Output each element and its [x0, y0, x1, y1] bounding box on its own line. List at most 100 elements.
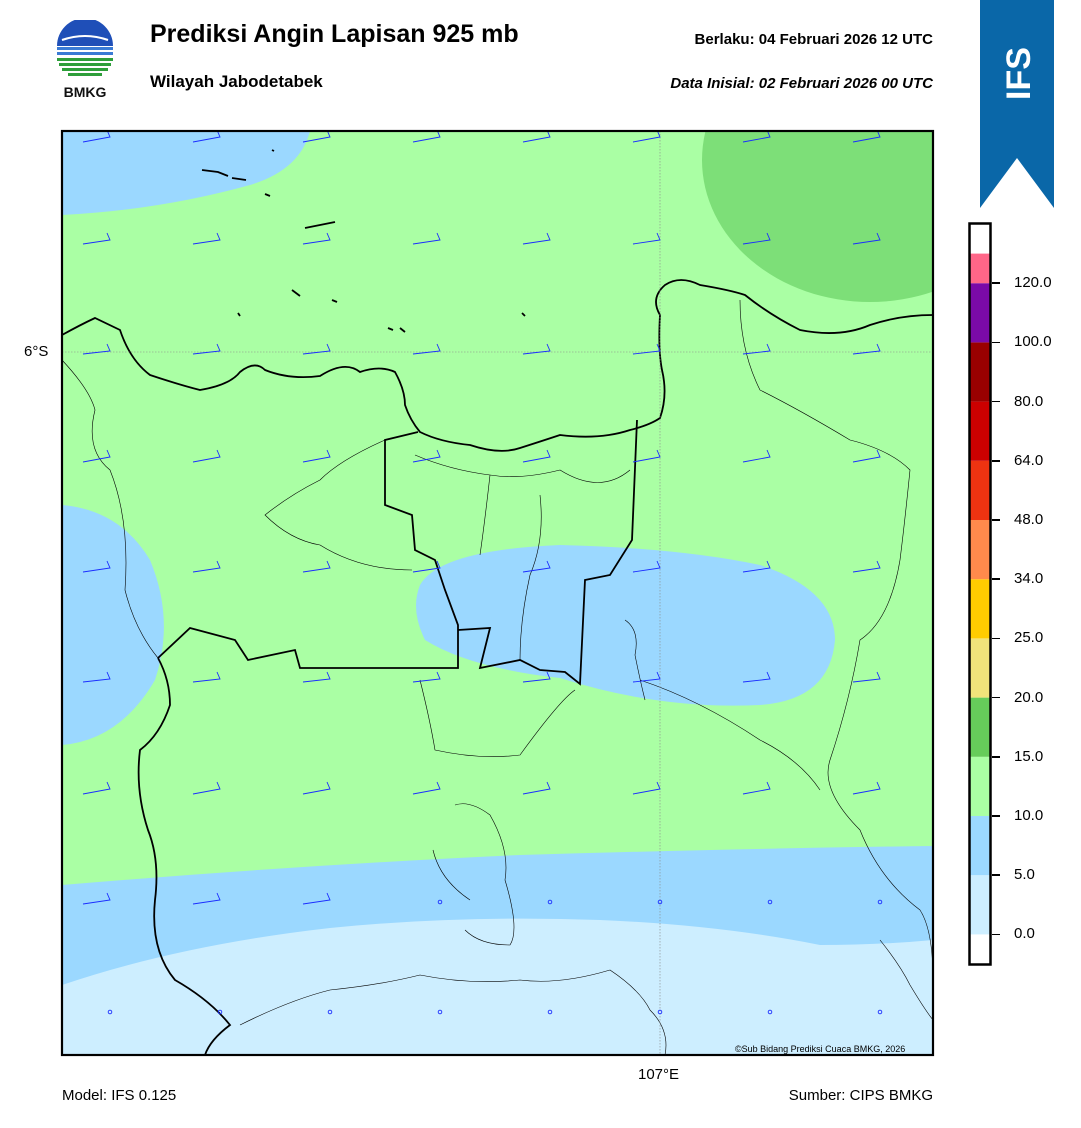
wind-barb: [302, 892, 331, 905]
calm-wind-marker: [437, 899, 443, 905]
wind-barb: [852, 343, 881, 355]
calm-wind-marker: [767, 899, 773, 905]
wind-barb: [412, 671, 441, 683]
wind-barb: [82, 671, 111, 683]
copyright-note: ©Sub Bidang Prediksi Cuaca BMKG, 2026: [735, 1044, 906, 1054]
colorbar-segment: [970, 401, 990, 461]
wind-barb: [82, 449, 111, 463]
wind-barb: [852, 449, 881, 463]
wind-barb: [852, 671, 881, 683]
wind-barb: [852, 781, 881, 795]
latitude-label: 6°S: [24, 343, 49, 360]
thousand-islands: [201, 149, 526, 333]
longitude-label: 107°E: [638, 1066, 680, 1083]
wind-barb: [742, 671, 771, 683]
wind-barb: [192, 131, 221, 143]
wind-barb: [742, 449, 771, 463]
wind-barb: [742, 131, 771, 143]
wind-barb: [632, 343, 661, 355]
wind-barb: [522, 781, 551, 795]
wind-barb: [192, 671, 221, 683]
wind-zone-5-10-west: [62, 505, 164, 745]
wind-barb: [632, 232, 661, 245]
calm-wind-marker: [327, 1009, 333, 1015]
source-info: Sumber: CIPS BMKG: [788, 1087, 933, 1104]
wind-barb: [632, 781, 661, 795]
colorbar-tick: [992, 400, 1000, 403]
colorbar-tick: [992, 460, 1000, 462]
wind-barb: [192, 781, 221, 795]
wind-barb: [302, 449, 331, 463]
wind-zone-15-20: [702, 131, 933, 302]
colorbar-tick: [992, 637, 1000, 640]
wind-zone-5-10-northwest: [62, 131, 310, 215]
regency-borders: [62, 299, 933, 1055]
colorbar-tick-label: 80.0: [1014, 392, 1044, 410]
calm-wind-marker: [217, 1009, 223, 1015]
wind-barb: [302, 131, 331, 143]
wind-barb: [522, 449, 551, 463]
colorbar-tick: [992, 282, 1000, 284]
wind-barb: [192, 892, 221, 905]
calm-wind-marker: [877, 899, 883, 905]
wind-barb: [192, 449, 221, 463]
colorbar-segment: [970, 342, 990, 402]
wind-barb: [632, 449, 661, 463]
wind-barb: [742, 781, 771, 795]
calm-wind-marker: [657, 1009, 663, 1015]
colorbar-segment: [970, 460, 990, 520]
colorbar-tick: [992, 578, 1000, 580]
colorbar-tick-label: 64.0: [1014, 451, 1044, 469]
colorbar-tick: [992, 933, 1000, 936]
colorbar-tick-label: 100.0: [1014, 333, 1052, 351]
wind-barb: [852, 131, 881, 143]
wind-barb: [82, 131, 111, 143]
bmkg-logo: BMKG: [57, 20, 113, 100]
colorbar-tick-label: 48.0: [1014, 511, 1044, 528]
colorbar-segment: [970, 934, 990, 964]
wind-barb: [82, 343, 111, 355]
colorbar-segment: [970, 520, 990, 580]
wind-barb: [742, 560, 771, 573]
wind-barb: [302, 560, 331, 573]
colorbar-tick-label: 5.0: [1014, 866, 1035, 884]
colorbar-segment: [970, 283, 990, 343]
colorbar-tick-label: 0.0: [1014, 925, 1035, 943]
wind-barb: [412, 449, 441, 463]
wind-barb: [82, 892, 111, 905]
colorbar-tick: [992, 874, 1000, 876]
map-title: Prediksi Angin Lapisan 925 mb: [150, 20, 519, 48]
wind-barbs: [82, 131, 883, 1015]
map-frame: [60, 129, 935, 1057]
wind-barb: [522, 560, 551, 573]
colorbar-tick-label: 25.0: [1014, 629, 1044, 647]
colorbar-tick: [992, 756, 1000, 758]
map-subtitle: Wilayah Jabodetabek: [150, 72, 323, 91]
wind-barb: [412, 560, 441, 573]
wind-barb: [302, 343, 331, 355]
wind-barb: [412, 232, 441, 245]
wind-zone-5-10-center: [416, 545, 835, 706]
colorbar-segment: [970, 816, 990, 876]
coastline: [62, 279, 933, 452]
colorbar-segment: [970, 756, 990, 816]
province-border-east: [457, 419, 638, 686]
colorbar-tick-label: 34.0: [1014, 570, 1044, 588]
model-ribbon: IFS: [980, 0, 1054, 208]
colorbar-segment: [970, 579, 990, 639]
colorbar: [968, 222, 992, 966]
initial-time: Data Inisial: 02 Februari 2026 00 UTC: [670, 75, 933, 92]
wind-barb: [192, 232, 221, 245]
wind-barb: [412, 781, 441, 795]
wind-barb: [632, 131, 661, 143]
wind-barb: [522, 671, 551, 683]
calm-wind-marker: [547, 899, 553, 905]
wind-barb: [302, 781, 331, 795]
colorbar-tick-label: 15.0: [1014, 747, 1044, 765]
calm-wind-marker: [657, 899, 663, 905]
calm-wind-marker: [877, 1009, 883, 1015]
model-info: Model: IFS 0.125: [62, 1087, 177, 1104]
colorbar-tick: [992, 519, 1000, 521]
colorbar-frame: [968, 222, 992, 966]
